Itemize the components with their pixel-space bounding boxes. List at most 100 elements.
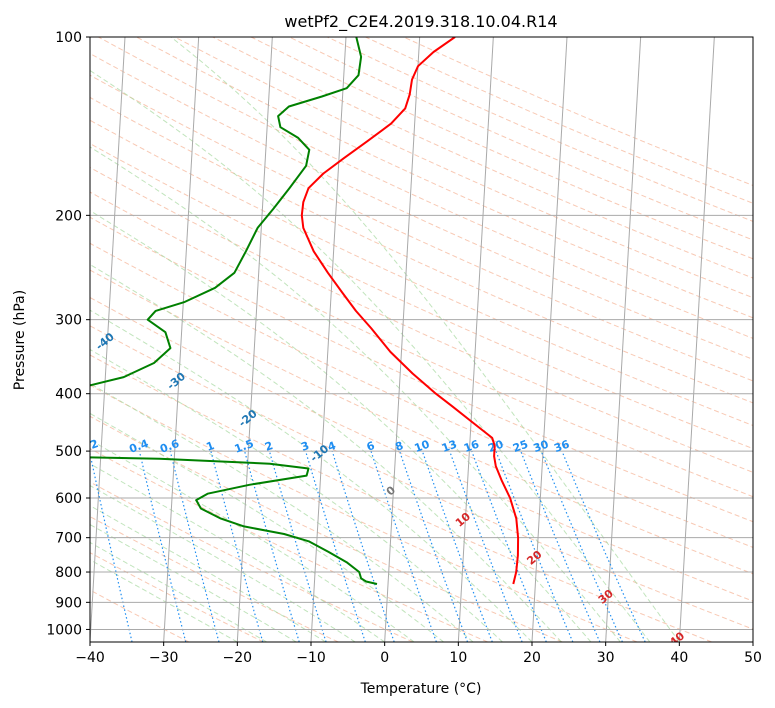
mixing-ratio-line	[520, 450, 601, 642]
isotherm-line	[752, 633, 753, 642]
moist-adiabat-line	[90, 263, 562, 642]
y-tick-label: 800	[55, 565, 82, 581]
x-axis-label: Temperature (°C)	[360, 681, 482, 697]
dry-adiabat-line	[90, 481, 414, 642]
isotherm-label: -20	[236, 407, 260, 430]
moist-adiabat-line	[90, 523, 297, 642]
moist-adiabat-line	[170, 37, 680, 642]
y-axis-ticks: 100 200 300 400 500 600 700 800 900 1000	[46, 30, 90, 638]
mixing-ratio-label: 30	[532, 438, 551, 456]
moist-adiabat-line	[90, 439, 415, 642]
dry-adiabat-line	[403, 37, 753, 187]
dry-adiabat-line	[90, 216, 753, 523]
y-tick-label: 200	[55, 208, 82, 224]
isotherm-label: 40	[667, 629, 687, 649]
isotherm-label: 20	[524, 548, 544, 568]
x-tick-label: −20	[223, 650, 253, 666]
mixing-ratio-label: 3	[299, 439, 311, 454]
x-tick-label: −30	[149, 650, 179, 666]
dry-adiabat-line	[90, 589, 190, 642]
isotherm-label: -30	[165, 370, 189, 393]
isotherm-label: -40	[93, 330, 117, 353]
mixing-ratio-label: 8	[393, 439, 405, 454]
mixing-ratio-label: 36	[552, 438, 571, 456]
isotherm-line	[457, 37, 494, 642]
isotherm-label: 0	[384, 483, 398, 498]
x-tick-label: 20	[523, 650, 541, 666]
isotherm-line	[163, 37, 200, 642]
moist-adiabat-line	[90, 69, 651, 642]
isotherm-line	[90, 37, 126, 642]
moist-adiabat-line	[90, 412, 444, 642]
dewpoint-line	[90, 456, 378, 585]
mixing-ratio-label: 25	[511, 438, 530, 455]
mixing-ratio-line	[268, 450, 327, 642]
mixing-ratio-line	[540, 450, 623, 642]
mixing-ratio-line	[449, 450, 523, 642]
dry-adiabat-line	[90, 242, 753, 548]
dry-adiabat-line	[136, 37, 753, 319]
moist-adiabat-line	[90, 348, 503, 642]
mixing-ratio-line	[370, 450, 437, 642]
pressure-gridlines	[90, 37, 753, 630]
mixing-ratio-line	[305, 450, 366, 642]
y-tick-label: 600	[55, 491, 82, 507]
mixing-ratio-label: 4	[326, 439, 338, 454]
isotherm-line	[310, 37, 347, 642]
mixing-ratio-label: 16	[462, 438, 481, 456]
mixing-ratio-label: 2	[263, 439, 275, 454]
mixing-ratio-line	[421, 450, 493, 642]
y-tick-label: 400	[55, 387, 82, 403]
y-tick-label: 300	[55, 313, 82, 329]
dry-adiabat-line	[90, 354, 712, 642]
moist-adiabat-line	[90, 309, 533, 642]
mixing-ratio-line	[90, 451, 133, 642]
moist-adiabat-line	[90, 210, 592, 642]
x-tick-label: 40	[670, 650, 688, 666]
isotherm-line	[236, 37, 273, 642]
mixing-ratio-line	[210, 450, 264, 642]
x-tick-label: 0	[380, 650, 389, 666]
dry-adiabat-line	[90, 191, 753, 498]
plot-frame	[89, 36, 754, 643]
dry-adiabat-line	[365, 37, 753, 204]
isotherm-line	[678, 37, 715, 642]
temperature-line	[300, 37, 520, 585]
mixing-ratio-line	[138, 450, 187, 642]
y-tick-label: 700	[55, 531, 82, 547]
x-tick-label: −40	[75, 650, 105, 666]
x-axis-ticks: −40 −30 −20 −10 0 10 20 30 40 50	[75, 642, 762, 666]
x-tick-label: 30	[597, 650, 615, 666]
y-axis-label: Pressure (hPa)	[12, 290, 28, 390]
mixing-ratio-label: 13	[440, 438, 459, 455]
sounding-series	[90, 37, 520, 585]
mixing-ratio-line	[169, 450, 220, 642]
dry-adiabat-line	[90, 325, 753, 630]
dry-adiabat-line	[90, 448, 488, 642]
mixing-ratio-label: 0.2	[77, 437, 100, 456]
y-tick-label: 100	[55, 30, 82, 46]
isotherm-label: 10	[453, 510, 473, 530]
mixing-ratio-label: 0.1	[30, 437, 53, 456]
mixing-ratio-label: 10	[413, 438, 432, 456]
isotherm-line	[384, 37, 421, 642]
dry-adiabat-line	[90, 516, 339, 642]
mixing-ratio-label: 6	[365, 439, 377, 454]
dry-adiabat-line	[98, 37, 753, 339]
y-tick-label: 1000	[46, 622, 82, 638]
moist-adiabat-line	[90, 541, 268, 642]
y-tick-label: 900	[55, 595, 82, 611]
mixing-ratio-line	[495, 450, 574, 642]
moist-adiabat-line	[90, 382, 474, 642]
dry-adiabat-line	[174, 37, 753, 299]
mixing-ratio-line	[331, 450, 395, 642]
background-lines	[90, 37, 753, 642]
isotherm-line	[605, 37, 642, 642]
line-labels: -100-90-80-70-60-50-40-30-20-10010203040…	[30, 330, 687, 649]
dry-adiabat-line	[90, 552, 264, 642]
moist-adiabat-line	[90, 146, 621, 642]
moist-adiabat-line	[90, 484, 356, 642]
mixing-ratio-line	[244, 450, 300, 642]
mixing-ratio-line	[471, 450, 547, 642]
